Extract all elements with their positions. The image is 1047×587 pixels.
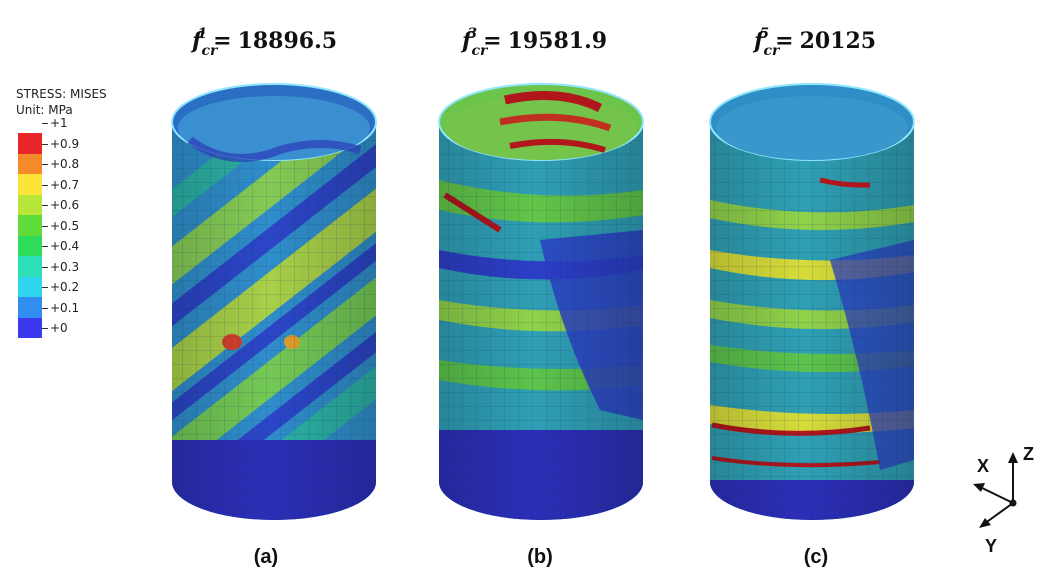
- y-arrowhead: [979, 518, 991, 528]
- legend-level: +1: [16, 116, 107, 154]
- legend-tick: [42, 246, 48, 247]
- critical-load-a: fcr1 = 18896.5: [192, 26, 338, 59]
- legend-tick: [42, 328, 48, 329]
- x-axis-label: X: [977, 456, 990, 476]
- legend-swatch: [18, 276, 42, 297]
- legend-tick-label: +0: [50, 321, 68, 335]
- legend-swatch: [18, 133, 42, 154]
- formula-value: 20125: [799, 28, 877, 54]
- stress-legend: STRESS: MISES Unit: MPa +1 +0.9 +0.8 +0.7 +0…: [16, 86, 107, 350]
- formula-symbol: f: [754, 28, 764, 54]
- triad-origin: [1009, 499, 1017, 507]
- legend-level: +0.3: [16, 260, 107, 297]
- legend-tick-label: +0.6: [50, 198, 80, 212]
- legend-swatch: [18, 256, 42, 277]
- formula-sup: 3: [467, 26, 478, 42]
- legend-swatch: [18, 153, 42, 174]
- y-axis-label: Y: [985, 536, 998, 556]
- formula-symbol: f: [462, 28, 472, 54]
- legend-level: +0.5: [16, 219, 107, 256]
- formula-equals: =: [775, 28, 794, 54]
- legend-swatch: [18, 235, 42, 256]
- formula-sup: 5: [759, 26, 770, 42]
- legend-level: +0.4: [16, 239, 107, 277]
- legend-tick-label: +0.8: [50, 157, 80, 171]
- legend-level: +0: [16, 321, 107, 350]
- legend-tick: [42, 307, 48, 309]
- formula-sub: cr: [471, 43, 488, 59]
- caption-a: (a): [253, 546, 279, 568]
- x-arrowhead: [973, 483, 985, 492]
- legend-swatch: [18, 215, 42, 236]
- formula-sub: cr: [763, 43, 780, 59]
- z-axis-label: Z: [1023, 444, 1034, 464]
- legend-tick: [42, 143, 48, 145]
- x-axis-arrow: [977, 485, 1014, 504]
- critical-load-c: fcr5 = 20125: [754, 26, 877, 59]
- legend-level: +0.2: [16, 280, 107, 318]
- legend-title: STRESS: MISES: [16, 87, 107, 101]
- legend-level: +0.9: [16, 137, 107, 174]
- legend-tick-label: +0.7: [50, 177, 80, 192]
- legend-swatch: [18, 317, 42, 338]
- formula-value: 18896.5: [237, 28, 338, 54]
- formula-sub: cr: [201, 43, 218, 59]
- legend-tick-label: +0.2: [50, 280, 80, 294]
- legend-level: +0.8: [16, 157, 107, 195]
- legend-tick: [42, 123, 48, 124]
- legend-swatch: [18, 174, 42, 195]
- legend-unit: Unit: MPa: [16, 103, 73, 117]
- legend-scale: +1 +0.9 +0.8 +0.7 +0.6 +0.5 +0.4 +0.3 +0.2 +0.1 +0: [16, 116, 107, 350]
- legend-level: +0.7: [16, 178, 107, 215]
- legend-tick: [42, 184, 48, 186]
- legend-tick-label: +0.3: [50, 259, 80, 274]
- cylinder-a: [171, 83, 377, 520]
- legend-tick-label: +0.9: [50, 136, 80, 151]
- cylinder-b: [438, 83, 644, 520]
- legend-tick-label: +0.1: [50, 300, 80, 315]
- critical-load-b: fcr3 = 19581.9: [462, 26, 608, 59]
- legend-level: +0.1: [16, 301, 107, 338]
- formula-equals: =: [483, 28, 502, 54]
- legend-tick-label: +0.5: [50, 218, 80, 233]
- formula-sup: 1: [197, 26, 208, 42]
- legend-tick: [42, 266, 48, 268]
- formula-equals: =: [213, 28, 232, 54]
- caption-c: (c): [803, 546, 829, 568]
- formula-value: 19581.9: [507, 28, 608, 54]
- z-arrowhead: [1008, 452, 1018, 463]
- legend-swatch: [18, 194, 42, 215]
- legend-tick-label: +0.4: [50, 239, 80, 253]
- legend-tick: [42, 164, 48, 165]
- coordinate-triad: [973, 452, 1018, 528]
- legend-tick: [42, 287, 48, 288]
- cylinder-c: [709, 83, 915, 520]
- formula-symbol: f: [192, 28, 202, 54]
- y-axis-arrow: [983, 502, 1014, 525]
- caption-b: (b): [527, 546, 553, 568]
- legend-tick-label: +1: [50, 116, 68, 130]
- legend-tick: [42, 225, 48, 227]
- legend-swatch: [18, 297, 42, 318]
- legend-level: +0.6: [16, 198, 107, 236]
- legend-tick: [42, 205, 48, 206]
